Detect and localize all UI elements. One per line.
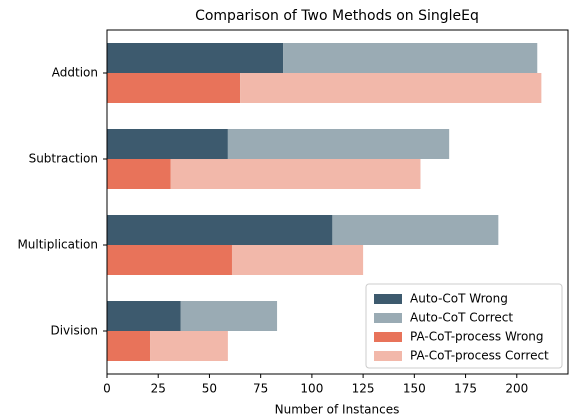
x-tick-label: 75	[253, 382, 268, 396]
bar	[150, 331, 228, 361]
bar	[107, 159, 171, 189]
x-tick-label: 200	[505, 382, 528, 396]
x-tick-label: 175	[454, 382, 477, 396]
bar	[332, 215, 499, 245]
x-tick-label: 150	[403, 382, 426, 396]
legend-label: Auto-CoT Correct	[410, 311, 513, 325]
chart-title: Comparison of Two Methods on SingleEq	[195, 8, 479, 24]
y-tick-label: Division	[50, 324, 98, 338]
y-tick-label: Multiplication	[17, 238, 98, 252]
bar	[227, 129, 450, 159]
bar	[107, 43, 284, 73]
bar	[170, 159, 421, 189]
y-tick-label: Subtraction	[29, 152, 98, 166]
bar	[180, 301, 278, 331]
legend: Auto-CoT Wrong Auto-CoT Correct PA-CoT-pro…	[365, 283, 563, 369]
bar	[107, 73, 241, 103]
x-tick-label: 100	[300, 382, 323, 396]
bar	[107, 301, 181, 331]
x-tick-label: 125	[352, 382, 375, 396]
bar	[231, 245, 364, 275]
bar	[107, 129, 228, 159]
x-tick-label: 0	[103, 382, 111, 396]
y-tick-label: Addtion	[52, 66, 98, 80]
legend-label: PA-CoT-process Wrong	[410, 330, 544, 344]
legend-swatch	[374, 351, 402, 361]
legend-swatch	[374, 332, 402, 342]
bar	[240, 73, 542, 103]
legend-label: Auto-CoT Wrong	[410, 292, 508, 306]
bar	[283, 43, 538, 73]
bar	[107, 331, 151, 361]
bar	[107, 245, 232, 275]
legend-swatch	[374, 313, 402, 323]
legend-swatch	[374, 294, 402, 304]
x-tick-label: 50	[202, 382, 217, 396]
bar	[107, 215, 333, 245]
legend-box	[365, 283, 563, 369]
legend-label: PA-CoT-process Correct	[410, 349, 549, 363]
plot-frame	[106, 29, 569, 375]
x-tick-label: 25	[151, 382, 166, 396]
x-axis-label: Number of Instances	[275, 403, 400, 417]
